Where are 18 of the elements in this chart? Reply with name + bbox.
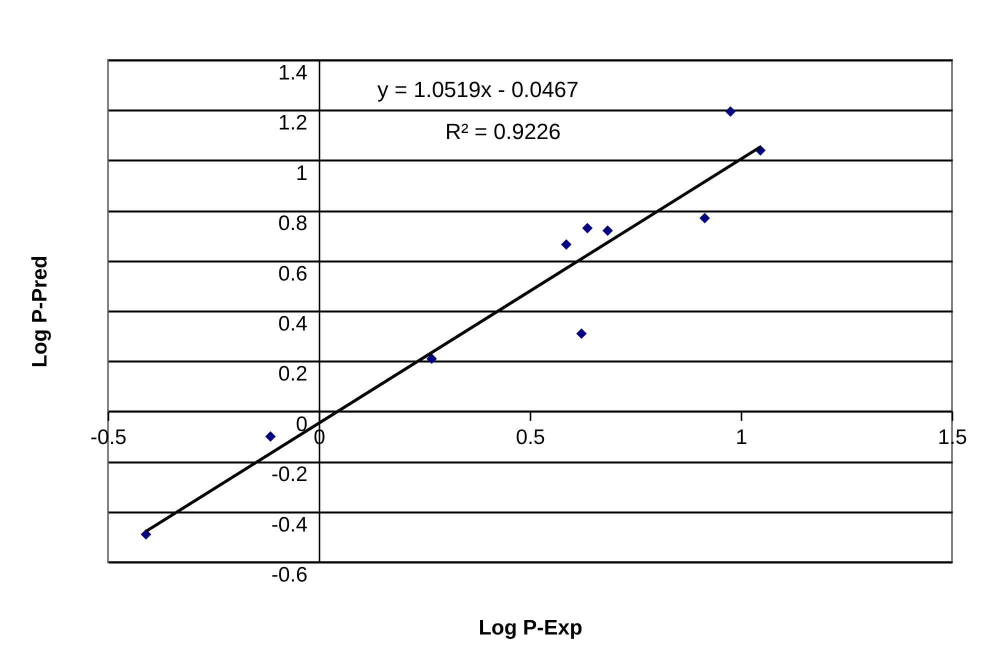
- y-tick-label: 1.2: [278, 112, 308, 135]
- y-tick-label: -0.4: [271, 513, 308, 536]
- annotation: R² = 0.9226: [445, 119, 561, 144]
- y-tick-label: 0.2: [278, 362, 308, 386]
- y-tick-label: 1: [296, 162, 308, 185]
- x-tick-label: 1.5: [938, 426, 968, 449]
- y-tick-label: 0.4: [278, 312, 308, 336]
- annotation: y = 1.0519x - 0.0467: [377, 77, 579, 102]
- x-tick-label: -0.5: [90, 426, 127, 449]
- y-tick-label: 0.8: [278, 212, 308, 236]
- y-tick-label: 0.6: [278, 262, 308, 286]
- x-axis-title: Log P-Exp: [478, 616, 582, 640]
- y-tick-label: -0.6: [271, 564, 308, 586]
- y-axis-title: Log P-Pred: [28, 255, 52, 368]
- y-tick-label: 1.4: [278, 62, 308, 84]
- x-tick-label: 1: [736, 426, 748, 449]
- y-tick-label: -0.2: [271, 463, 308, 486]
- x-tick-label: 0.5: [516, 426, 546, 449]
